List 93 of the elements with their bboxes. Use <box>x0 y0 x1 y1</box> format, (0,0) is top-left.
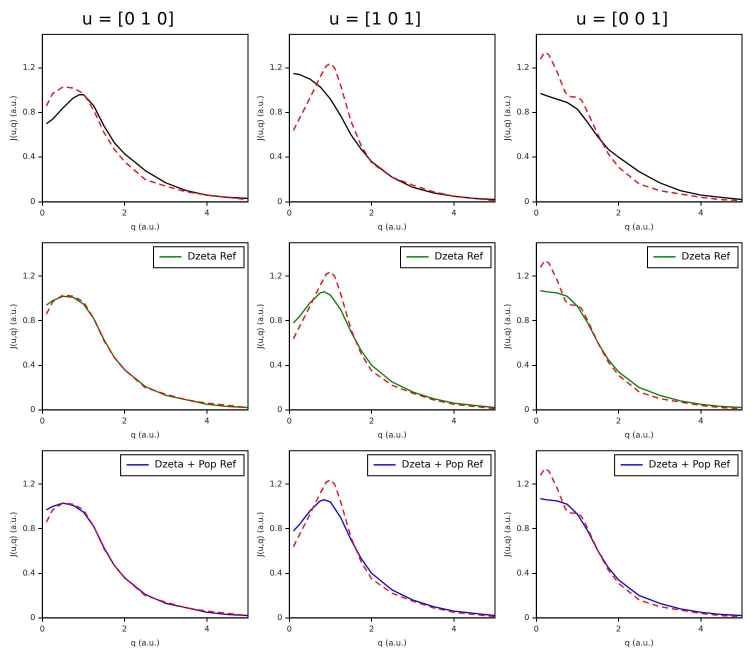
y-tick-label: 0.8 <box>516 524 530 533</box>
y-tick-label: 0 <box>277 612 282 622</box>
y-axis-title: J(u,q) (a.u.) <box>502 304 512 350</box>
y-tick-label: 0.8 <box>22 108 36 117</box>
y-axis-title: J(u,q) (a.u.) <box>256 96 265 142</box>
chart-title: u = [1 0 1] <box>328 10 422 30</box>
y-axis-title: J(u,q) (a.u.) <box>8 512 18 558</box>
x-tick-label: 4 <box>451 208 456 218</box>
y-axis-title: J(u,q) (a.u.) <box>8 304 18 350</box>
y-tick-label: 0 <box>524 612 530 622</box>
x-tick-label: 0 <box>40 624 45 634</box>
y-tick-label: 0.4 <box>516 152 530 162</box>
y-tick-label: 0.4 <box>270 360 282 370</box>
x-axis-title: q (a.u.) <box>624 222 654 232</box>
y-tick-label: 0.8 <box>516 108 530 117</box>
y-tick-label: 0.8 <box>270 524 282 533</box>
y-tick-label: 0.8 <box>22 316 36 325</box>
y-tick-label: 0.4 <box>516 360 530 370</box>
x-tick-label: 2 <box>369 208 374 218</box>
y-tick-label: 0 <box>277 404 282 414</box>
y-axis-title: J(u,q) (a.u.) <box>8 96 18 142</box>
y-tick-label: 1.2 <box>22 271 36 280</box>
y-tick-label: 0.8 <box>22 524 36 533</box>
y-tick-label: 1.2 <box>516 62 530 72</box>
x-tick-label: 0 <box>40 208 45 218</box>
y-tick-label: 0.4 <box>270 152 282 162</box>
x-tick-label: 2 <box>369 416 374 426</box>
x-axis-title: q (a.u.) <box>378 638 407 648</box>
legend-label: Dzeta + Pop Ref <box>154 459 236 470</box>
y-tick-label: 0.8 <box>270 316 282 325</box>
y-tick-label: 1.2 <box>270 479 282 488</box>
y-tick-label: 0 <box>30 196 36 206</box>
x-tick-label: 0 <box>534 208 539 218</box>
x-tick-label: 0 <box>534 624 539 634</box>
line-series <box>292 479 495 618</box>
y-tick-label: 0.4 <box>270 568 282 578</box>
x-axis-title: q (a.u.) <box>378 430 407 440</box>
y-tick-label: 1.2 <box>270 62 282 72</box>
x-tick-label: 2 <box>122 624 128 634</box>
x-tick-label: 4 <box>698 624 704 634</box>
x-tick-label: 4 <box>698 208 704 218</box>
x-tick-label: 0 <box>534 416 539 426</box>
y-tick-label: 0.4 <box>22 568 36 578</box>
chart-title: u = [0 1 0] <box>82 10 174 30</box>
line-series <box>540 52 742 202</box>
x-axis-title: q (a.u.) <box>624 430 654 440</box>
x-axis-title: q (a.u.) <box>130 222 160 232</box>
y-axis-title: J(u,q) (a.u.) <box>256 512 265 558</box>
y-tick-label: 0.8 <box>270 108 282 117</box>
legend-label: Dzeta + Pop Ref <box>648 459 730 470</box>
x-tick-label: 0 <box>40 416 45 426</box>
x-axis-title: q (a.u.) <box>624 638 654 648</box>
x-tick-label: 4 <box>698 416 704 426</box>
y-tick-label: 0.4 <box>22 360 36 370</box>
legend-label: Dzeta Ref <box>188 251 236 262</box>
legend-label: Dzeta + Pop Ref <box>402 459 484 470</box>
x-tick-label: 0 <box>286 416 292 426</box>
x-axis-title: q (a.u.) <box>378 222 407 232</box>
y-axis-title: J(u,q) (a.u.) <box>502 512 512 558</box>
y-tick-label: 1.2 <box>270 271 282 280</box>
x-tick-label: 4 <box>204 624 210 634</box>
y-tick-label: 1.2 <box>516 271 530 280</box>
y-tick-label: 0.4 <box>22 152 36 162</box>
x-tick-label: 0 <box>286 208 292 218</box>
y-tick-label: 0.8 <box>516 316 530 325</box>
y-tick-label: 0 <box>30 612 36 622</box>
y-tick-label: 0.4 <box>516 568 530 578</box>
x-tick-label: 2 <box>122 416 128 426</box>
x-tick-label: 2 <box>616 624 622 634</box>
y-tick-label: 0 <box>524 404 530 414</box>
x-tick-label: 4 <box>451 624 456 634</box>
y-tick-label: 1.2 <box>22 62 36 72</box>
y-axis-title: J(u,q) (a.u.) <box>502 96 512 142</box>
y-tick-label: 1.2 <box>516 479 530 488</box>
x-tick-label: 2 <box>369 624 374 634</box>
y-tick-label: 0 <box>524 196 530 206</box>
y-tick-label: 1.2 <box>22 479 36 488</box>
x-tick-label: 0 <box>286 624 292 634</box>
x-tick-label: 4 <box>204 416 210 426</box>
legend-label: Dzeta Ref <box>682 251 730 262</box>
x-tick-label: 2 <box>616 416 622 426</box>
x-tick-label: 2 <box>616 208 622 218</box>
x-tick-label: 4 <box>204 208 210 218</box>
y-tick-label: 0 <box>277 196 282 206</box>
line-series <box>292 271 495 410</box>
y-axis-title: J(u,q) (a.u.) <box>256 304 265 350</box>
x-axis-title: q (a.u.) <box>130 638 160 648</box>
legend-label: Dzeta Ref <box>434 251 484 262</box>
x-tick-label: 4 <box>451 416 456 426</box>
y-tick-label: 0 <box>30 404 36 414</box>
x-tick-label: 2 <box>122 208 128 218</box>
x-axis-title: q (a.u.) <box>130 430 160 440</box>
chart-title: u = [0 0 1] <box>576 10 668 30</box>
